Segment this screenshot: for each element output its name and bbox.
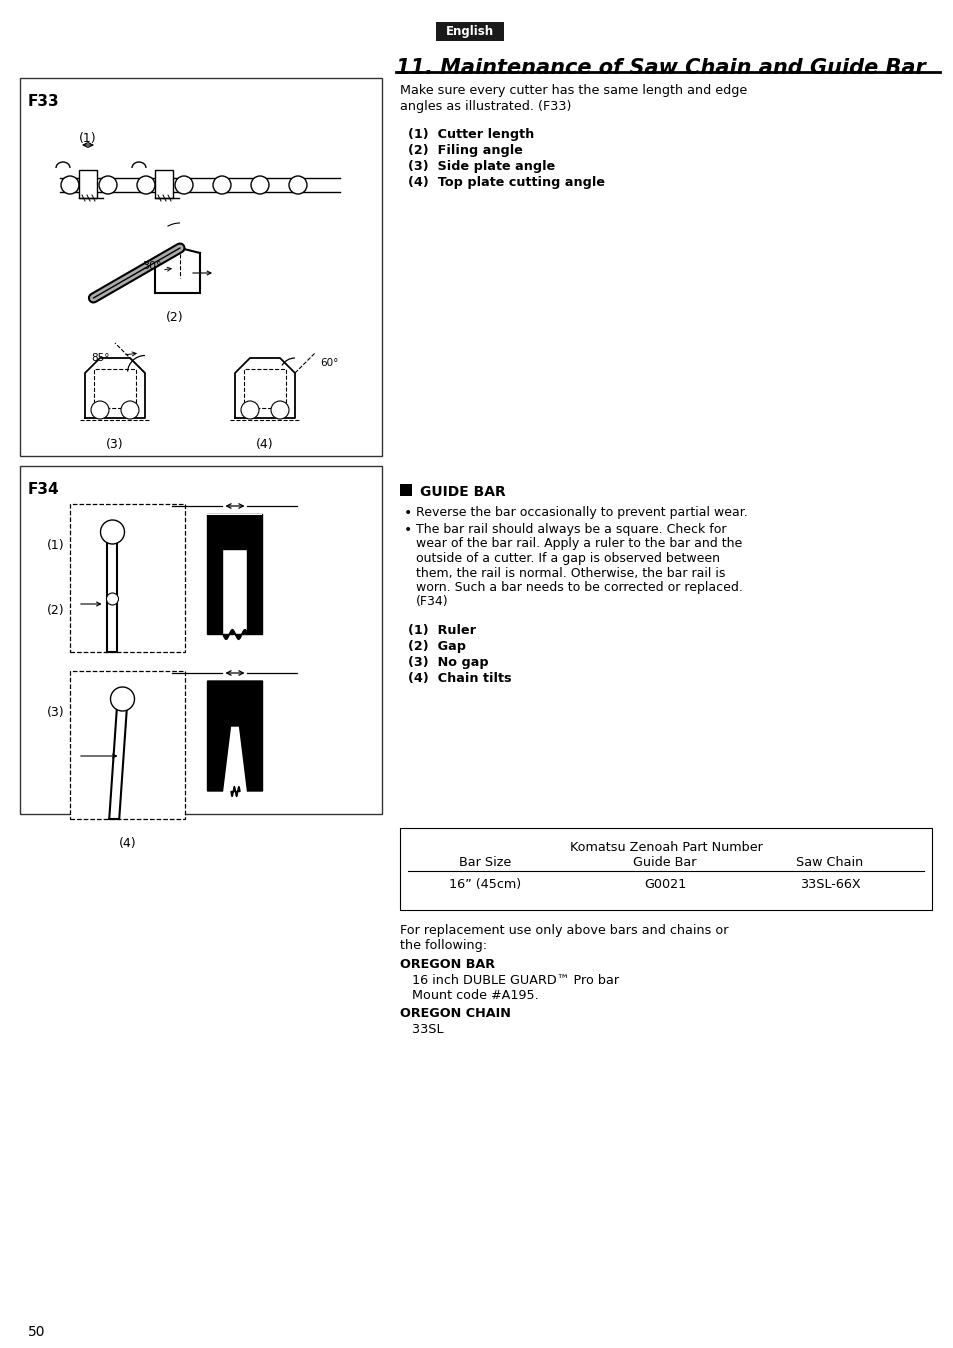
- Text: Guide Bar: Guide Bar: [633, 856, 696, 869]
- Text: Saw Chain: Saw Chain: [796, 856, 862, 869]
- Text: Komatsu Zenoah Part Number: Komatsu Zenoah Part Number: [569, 841, 761, 855]
- Text: 60°: 60°: [319, 359, 338, 368]
- Text: (1): (1): [79, 132, 96, 146]
- Circle shape: [174, 177, 193, 194]
- Text: outside of a cutter. If a gap is observed between: outside of a cutter. If a gap is observe…: [416, 551, 720, 565]
- Text: (4)  Chain tilts: (4) Chain tilts: [408, 673, 511, 685]
- Text: •: •: [403, 506, 412, 520]
- Text: Make sure every cutter has the same length and edge: Make sure every cutter has the same leng…: [399, 84, 746, 97]
- Text: F34: F34: [28, 483, 59, 497]
- Text: OREGON CHAIN: OREGON CHAIN: [399, 1007, 511, 1020]
- Bar: [79, 170, 97, 198]
- Text: (1): (1): [48, 539, 65, 551]
- Text: 33SL-66X: 33SL-66X: [799, 878, 860, 891]
- Circle shape: [137, 177, 154, 194]
- Text: (2)  Gap: (2) Gap: [408, 640, 465, 652]
- Bar: [20, 466, 381, 814]
- Bar: [94, 368, 136, 407]
- Text: 16” (45cm): 16” (45cm): [449, 878, 520, 891]
- Bar: [399, 828, 931, 910]
- Circle shape: [61, 177, 79, 194]
- Bar: [436, 22, 503, 40]
- Text: (2): (2): [48, 604, 65, 617]
- Circle shape: [251, 177, 269, 194]
- Polygon shape: [208, 681, 262, 791]
- Text: (3): (3): [106, 438, 124, 452]
- Text: angles as illustrated. (F33): angles as illustrated. (F33): [399, 100, 571, 113]
- Text: OREGON BAR: OREGON BAR: [399, 958, 495, 971]
- Circle shape: [107, 593, 118, 605]
- Circle shape: [91, 400, 109, 419]
- Text: (1)  Ruler: (1) Ruler: [408, 624, 476, 638]
- Bar: [244, 368, 286, 407]
- Text: (1)  Cutter length: (1) Cutter length: [408, 128, 534, 142]
- Circle shape: [241, 400, 258, 419]
- Text: 11. Maintenance of Saw Chain and Guide Bar: 11. Maintenance of Saw Chain and Guide B…: [395, 58, 924, 78]
- Text: The bar rail should always be a square. Check for: The bar rail should always be a square. …: [416, 523, 726, 537]
- Text: (4)  Top plate cutting angle: (4) Top plate cutting angle: [408, 177, 604, 189]
- Text: (3)  No gap: (3) No gap: [408, 656, 488, 669]
- Text: English: English: [445, 26, 494, 38]
- Text: the following:: the following:: [399, 940, 487, 952]
- Bar: [399, 484, 412, 496]
- Bar: [20, 78, 381, 456]
- Text: For replacement use only above bars and chains or: For replacement use only above bars and …: [399, 923, 728, 937]
- Text: (2): (2): [166, 311, 184, 324]
- Text: (3): (3): [48, 706, 65, 718]
- Text: wear of the bar rail. Apply a ruler to the bar and the: wear of the bar rail. Apply a ruler to t…: [416, 538, 741, 550]
- Text: Mount code #A195.: Mount code #A195.: [399, 989, 538, 1002]
- Text: 85°: 85°: [91, 353, 110, 363]
- Text: worn. Such a bar needs to be corrected or replaced.: worn. Such a bar needs to be corrected o…: [416, 581, 742, 594]
- Text: Bar Size: Bar Size: [458, 856, 511, 869]
- Polygon shape: [208, 514, 262, 634]
- Text: (F34): (F34): [416, 596, 448, 608]
- Bar: [154, 170, 172, 198]
- Text: F33: F33: [28, 94, 59, 109]
- Bar: [70, 671, 185, 820]
- Text: •: •: [403, 523, 412, 537]
- Bar: [70, 504, 185, 652]
- Circle shape: [99, 177, 117, 194]
- Circle shape: [121, 400, 139, 419]
- Text: 33SL: 33SL: [399, 1023, 443, 1037]
- Circle shape: [289, 177, 307, 194]
- Text: 30°: 30°: [142, 262, 162, 271]
- Circle shape: [271, 400, 289, 419]
- Text: 50: 50: [28, 1325, 46, 1339]
- Circle shape: [111, 687, 134, 710]
- Text: (4): (4): [118, 837, 136, 851]
- Text: (3)  Side plate angle: (3) Side plate angle: [408, 160, 555, 173]
- Text: them, the rail is normal. Otherwise, the bar rail is: them, the rail is normal. Otherwise, the…: [416, 566, 724, 580]
- Text: GUIDE BAR: GUIDE BAR: [419, 485, 505, 499]
- Text: Reverse the bar occasionally to prevent partial wear.: Reverse the bar occasionally to prevent …: [416, 506, 747, 519]
- Circle shape: [100, 520, 125, 545]
- Text: (4): (4): [256, 438, 274, 452]
- Circle shape: [213, 177, 231, 194]
- Text: 16 inch DUBLE GUARD™ Pro bar: 16 inch DUBLE GUARD™ Pro bar: [399, 975, 618, 987]
- Text: (2)  Filing angle: (2) Filing angle: [408, 144, 522, 156]
- Text: G0021: G0021: [643, 878, 685, 891]
